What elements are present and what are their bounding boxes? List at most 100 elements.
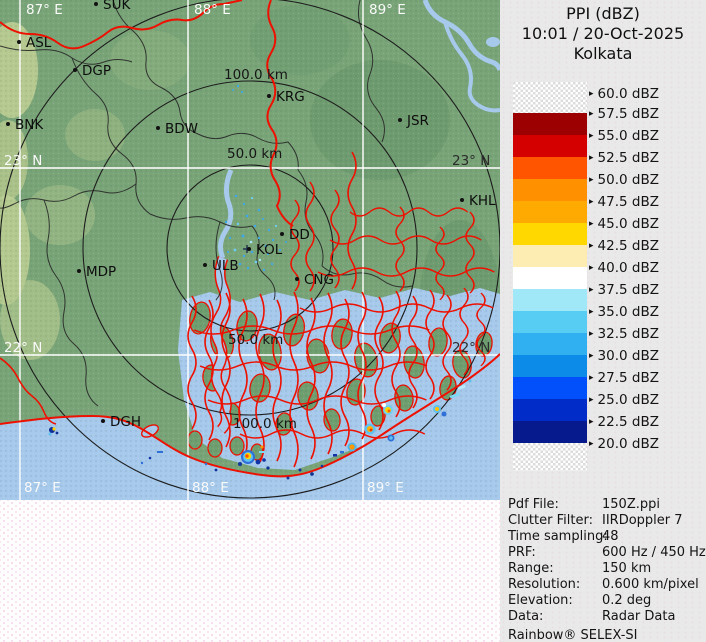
clear-air-speckle: [224, 84, 287, 272]
legend-tick-icon: ▸: [589, 416, 594, 427]
legend-label: ▸ 32.5 dBZ: [589, 325, 659, 342]
city-dot: [73, 68, 77, 72]
city-dot: [17, 40, 21, 44]
legend-swatch: [513, 179, 587, 201]
city-label: DGH: [110, 414, 141, 430]
legend-swatch: [513, 289, 587, 311]
legend-label-text: 37.5 dBZ: [597, 281, 659, 298]
legend-tick-icon: ▸: [589, 130, 594, 141]
city-label: KRG: [276, 89, 305, 105]
range-ring-label: 50.0 km: [227, 146, 282, 162]
info-row: Clutter Filter: IIRDoppler 7: [508, 513, 704, 529]
latitude-label-right: 22° N: [452, 340, 490, 356]
legend-tick-icon: ▸: [589, 152, 594, 163]
legend-tick-icon: ▸: [589, 218, 594, 229]
info-row: PRF: 600 Hz / 450 Hz: [508, 545, 706, 561]
info-label: Pdf File:: [508, 497, 559, 512]
legend-label: ▸ 37.5 dBZ: [589, 281, 659, 298]
legend-swatch: [513, 82, 587, 113]
city-label: BNK: [15, 117, 44, 133]
ring-label-layer: 100.0 km 50.0 km 50.0 km 100.0 km: [224, 67, 297, 432]
city-label: KOL: [256, 242, 283, 258]
info-label: Clutter Filter:: [508, 513, 593, 528]
info-label: Resolution:: [508, 577, 581, 592]
city-dot: [156, 126, 160, 130]
legend-swatch: [513, 421, 587, 443]
legend-label-text: 40.0 dBZ: [597, 259, 659, 276]
longitude-label-bottom: 89° E: [367, 480, 404, 496]
legend-tick-icon: ▸: [589, 438, 594, 449]
legend-swatch: [513, 355, 587, 377]
legend-label-text: 20.0 dBZ: [597, 435, 659, 452]
info-row: Pdf File: 150Z.ppi: [508, 497, 704, 513]
no-data-area: [0, 500, 500, 642]
legend-label-text: 25.0 dBZ: [597, 391, 659, 408]
city-dot: [398, 118, 402, 122]
legend-label-text: 22.5 dBZ: [597, 413, 659, 430]
legend-swatch: [513, 377, 587, 399]
legend-label-text: 50.0 dBZ: [597, 171, 659, 188]
info-row: Range: 150 km: [508, 561, 704, 577]
range-rings: [0, 0, 500, 499]
legend-tick-icon: ▸: [589, 306, 594, 317]
legend-tick-icon: ▸: [589, 174, 594, 185]
city-label: KHL: [469, 193, 496, 209]
legend-swatch: [513, 223, 587, 245]
legend-swatch: [513, 333, 587, 355]
legend-swatch: [513, 267, 587, 289]
legend-label: ▸ 40.0 dBZ: [589, 259, 659, 276]
info-table: Pdf File: 150Z.ppi Clutter Filter: IIRDoppl…: [508, 497, 706, 625]
graticule-label-layer: 87° E 87° E 88° E 88° E 89° E 89° E 23° N 23° N…: [4, 2, 490, 496]
legend-label: ▸ 25.0 dBZ: [589, 391, 659, 408]
legend-label: ▸ 47.5 dBZ: [589, 193, 659, 210]
legend-label: ▸ 20.0 dBZ: [589, 435, 659, 452]
info-row: Resolution: 0.600 km/pixel: [508, 577, 704, 593]
legend-tick-icon: ▸: [589, 328, 594, 339]
info-value: 0.600 km/pixel: [602, 577, 699, 592]
info-label: PRF:: [508, 545, 536, 560]
red-borders: [0, 0, 500, 478]
info-row: Data: Radar Data: [508, 609, 704, 625]
legend-label-text: 42.5 dBZ: [597, 237, 659, 254]
graticule-lines: [0, 0, 500, 500]
longitude-label-top: 89° E: [369, 2, 406, 18]
legend-label: ▸ 27.5 dBZ: [589, 369, 659, 386]
info-label: Time sampling:: [508, 529, 608, 544]
city-layer: SUK ASL DGP BNK BDW KRG JSR KHL DD KOL ULB CNG MDP DG…: [6, 0, 496, 430]
legend-label-text: 35.0 dBZ: [597, 303, 659, 320]
radar-echoes: [48, 84, 472, 480]
city-dot: [460, 198, 464, 202]
city-dot: [77, 269, 81, 273]
info-block: Pdf File: 150Z.ppi Clutter Filter: IIRDoppl…: [508, 497, 706, 642]
legend-label: ▸ 55.0 dBZ: [589, 127, 659, 144]
city-label: ULB: [212, 258, 239, 274]
city-label: SUK: [103, 0, 131, 13]
legend-swatch: [513, 443, 587, 471]
legend-label-text: 60.0 dBZ: [597, 85, 659, 102]
legend-swatch: [513, 245, 587, 267]
info-value: 48: [602, 529, 619, 544]
legend-label-text: 55.0 dBZ: [597, 127, 659, 144]
radar-map: 100.0 km 50.0 km 50.0 km 100.0 km SUK ASL DGP…: [0, 0, 500, 500]
legend-tick-icon: ▸: [589, 196, 594, 207]
city-label: BDW: [165, 121, 198, 137]
range-ring-label: 100.0 km: [224, 67, 288, 83]
legend-label-text: 32.5 dBZ: [597, 325, 659, 342]
legend: ▸ 60.0 dBZ ▸ 57.5 dBZ ▸ 55.0 dBZ ▸ 52.5 dBZ ▸ 50.…: [513, 82, 705, 474]
legend-label-text: 52.5 dBZ: [597, 149, 659, 166]
info-value: 150Z.ppi: [602, 497, 660, 512]
legend-swatch: [513, 157, 587, 179]
city-dot: [247, 247, 251, 251]
info-label: Data:: [508, 609, 544, 624]
legend-label-text: 30.0 dBZ: [597, 347, 659, 364]
longitude-label-bottom: 88° E: [192, 480, 229, 496]
range-ring-label: 50.0 km: [228, 332, 283, 348]
latitude-label-right: 23° N: [452, 153, 490, 169]
range-ring-label: 100.0 km: [233, 416, 297, 432]
city-dot: [203, 263, 207, 267]
legend-tick-icon: ▸: [589, 372, 594, 383]
legend-tick-icon: ▸: [589, 350, 594, 361]
info-label: Elevation:: [508, 593, 573, 608]
city-label: ASL: [26, 35, 52, 51]
